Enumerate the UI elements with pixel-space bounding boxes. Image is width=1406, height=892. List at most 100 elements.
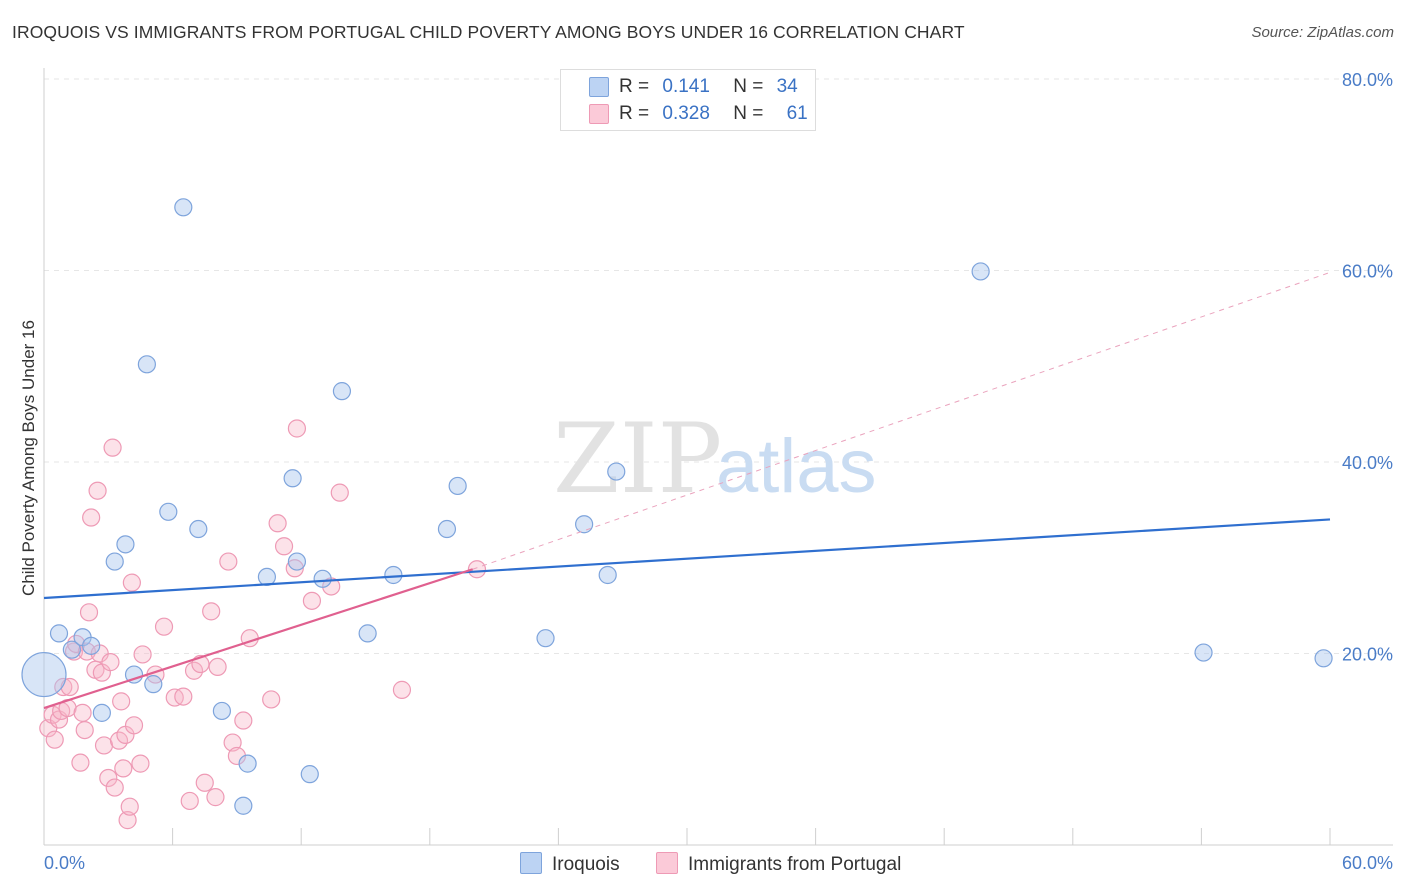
- point-iroquois: [300, 765, 319, 784]
- point-iroquois: [437, 519, 457, 539]
- point-iroquois: [358, 624, 377, 643]
- point-iroquois: [448, 476, 467, 496]
- legend-n-value: 61: [786, 103, 808, 124]
- point-iroquois: [971, 262, 990, 281]
- point-portugal: [285, 559, 304, 578]
- watermark: ZIP atlas: [553, 403, 877, 515]
- source-label: Source: ZipAtlas.com: [1251, 24, 1394, 41]
- point-iroquois: [92, 703, 111, 722]
- point-portugal: [268, 514, 287, 533]
- point-iroquois: [332, 382, 352, 401]
- watermark-atlas: atlas: [716, 424, 877, 509]
- legend-swatch-portugal: [589, 104, 609, 124]
- point-iroquois: [116, 535, 135, 554]
- point-iroquois: [1194, 643, 1213, 662]
- bottom-legend-iroquois: Iroquois: [520, 852, 620, 876]
- point-iroquois: [536, 629, 555, 648]
- legend-n-label: N =: [733, 76, 764, 97]
- point-portugal: [180, 791, 199, 811]
- legend-n-value: 34: [776, 76, 798, 97]
- point-portugal: [88, 481, 107, 500]
- point-iroquois: [212, 701, 231, 721]
- point-iroquois: [62, 640, 81, 659]
- point-iroquois: [144, 675, 163, 694]
- point-iroquois: [607, 462, 626, 481]
- point-portugal: [103, 438, 122, 457]
- legend-r-value: 0.328: [662, 103, 710, 124]
- point-portugal: [208, 657, 227, 677]
- point-iroquois: [82, 636, 101, 655]
- point-iroquois: [384, 565, 403, 585]
- chart-title: IROQUOIS VS IMMIGRANTS FROM PORTUGAL CHI…: [12, 22, 965, 42]
- watermark-zip: ZIP: [553, 403, 722, 515]
- point-portugal: [330, 483, 349, 502]
- point-portugal: [45, 730, 64, 749]
- y-tick-label: 20.0%: [1342, 645, 1393, 665]
- point-portugal: [79, 603, 99, 622]
- point-iroquois: [283, 469, 302, 488]
- legend-r-label: R =: [619, 103, 650, 124]
- trend-line-portugal: [43, 568, 474, 710]
- y-tick-label: 60.0%: [1342, 262, 1393, 282]
- point-portugal: [467, 560, 487, 579]
- legend-text-iroquois: R = 0.141 N = 34: [619, 76, 798, 98]
- legend-r-value: 0.141: [662, 76, 710, 97]
- point-portugal: [195, 773, 214, 792]
- y-tick-label: 80.0%: [1342, 70, 1393, 90]
- data-points: [21, 198, 1333, 830]
- bottom-legend-portugal: Immigrants from Portugal: [656, 852, 901, 876]
- trend-lines: [43, 271, 1331, 710]
- point-portugal: [302, 591, 322, 610]
- point-portugal: [124, 716, 144, 735]
- point-iroquois: [598, 565, 617, 585]
- y-tick-labels: 20.0% 40.0% 60.0% 80.0%: [1342, 70, 1393, 665]
- x-tick-min: 0.0%: [44, 853, 85, 873]
- point-iroquois: [287, 552, 307, 571]
- point-portugal: [118, 811, 137, 830]
- bottom-legend-label-iroquois: Iroquois: [552, 854, 620, 875]
- point-portugal: [184, 661, 204, 680]
- x-tick-max: 60.0%: [1342, 853, 1393, 873]
- y-tick-label: 40.0%: [1342, 453, 1393, 473]
- point-iroquois: [159, 502, 178, 521]
- point-portugal: [131, 754, 150, 773]
- point-portugal: [234, 711, 253, 730]
- point-iroquois: [174, 198, 193, 217]
- point-portugal: [219, 552, 238, 571]
- y-axis-label: Child Poverty Among Boys Under 16: [19, 320, 38, 596]
- point-portugal: [174, 687, 193, 706]
- legend-text-portugal: R = 0.328 N = 61: [619, 103, 808, 125]
- point-portugal: [392, 680, 412, 699]
- point-portugal: [73, 703, 92, 722]
- legend-n-label: N =: [733, 103, 764, 124]
- trend-line-portugal-extended: [472, 271, 1331, 570]
- bottom-legend-label-portugal: Immigrants from Portugal: [688, 854, 902, 875]
- point-portugal: [122, 573, 141, 592]
- point-portugal: [101, 653, 120, 672]
- point-iroquois: [313, 569, 332, 588]
- point-iroquois: [257, 567, 277, 587]
- point-portugal: [262, 690, 281, 709]
- point-portugal: [133, 645, 152, 664]
- point-portugal: [223, 733, 242, 752]
- point-iroquois: [575, 515, 594, 534]
- point-portugal: [82, 508, 101, 527]
- trend-line-iroquois: [43, 518, 1331, 600]
- bottom-legend-swatch-portugal: [656, 852, 678, 874]
- point-portugal: [94, 736, 114, 755]
- point-iroquois: [189, 519, 208, 539]
- gridlines: [44, 78, 1393, 654]
- point-iroquois: [21, 651, 67, 698]
- point-portugal: [105, 778, 124, 797]
- point-portugal: [114, 759, 133, 778]
- point-iroquois: [105, 552, 124, 571]
- point-portugal: [154, 617, 174, 636]
- point-portugal: [75, 720, 94, 740]
- point-portugal: [112, 692, 131, 711]
- point-portugal: [99, 768, 118, 788]
- point-iroquois: [137, 355, 156, 374]
- point-portugal: [287, 419, 307, 438]
- legend: R = 0.141 N = 34 R = 0.328 N = 61: [560, 69, 816, 131]
- point-iroquois: [234, 796, 253, 815]
